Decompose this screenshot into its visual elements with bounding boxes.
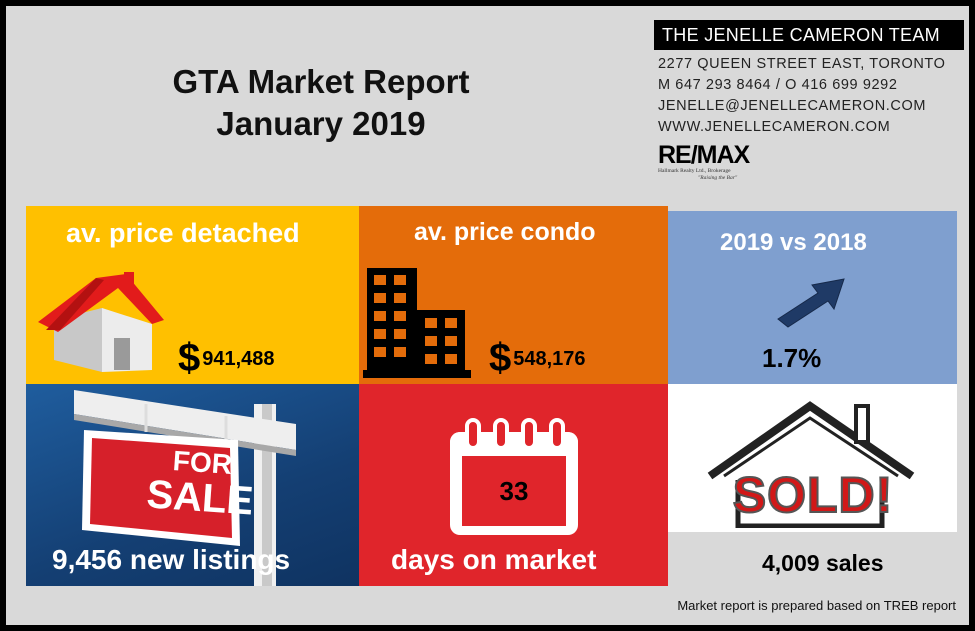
calendar-icon: [450, 418, 578, 535]
sign-text: FOR SALE: [124, 443, 279, 524]
for-sale-sign-icon: [74, 390, 296, 586]
brokerage-name: Hallmark Realty Ltd., Brokerage: [658, 168, 731, 174]
detached-value: 941,488: [202, 348, 275, 370]
contact-website[interactable]: WWW.JENELLECAMERON.COM: [658, 119, 891, 135]
house-icon: [38, 272, 164, 372]
remax-wordmark: RE/MAX: [658, 141, 750, 169]
detached-currency: $: [178, 336, 201, 380]
yoy-label: 2019 vs 2018: [720, 229, 867, 256]
arrow-up-right-icon: [777, 278, 845, 328]
report-frame: GTA Market Report January 2019 THE JENEL…: [6, 6, 969, 625]
team-name: THE JENELLE CAMERON TEAM: [654, 20, 964, 50]
page-title: GTA Market Report January 2019: [126, 61, 516, 145]
title-line-2: January 2019: [216, 105, 426, 142]
contact-address: 2277 QUEEN STREET EAST, TORONTO: [658, 56, 946, 72]
title-line-1: GTA Market Report: [172, 63, 470, 100]
detached-label: av. price detached: [66, 218, 300, 248]
tile-year-over-year: 2019 vs 2018 1.7%: [668, 211, 957, 384]
dom-value: 33: [499, 476, 529, 506]
brokerage-tagline: "Raising the Bar": [698, 175, 738, 181]
sales-label: 4,009 sales: [762, 550, 884, 576]
tile-detached-price: av. price detached $941,488: [26, 206, 359, 384]
building-icon: [363, 268, 471, 378]
tile-new-listings: FOR SALE 9,456 new listings: [26, 384, 359, 586]
condo-price: $548,176: [489, 336, 586, 381]
sign-line-2: SALE: [145, 472, 255, 524]
listings-label: 9,456 new listings: [52, 544, 291, 575]
sold-house-icon: [707, 401, 915, 528]
contact-phones: M 647 293 8464 / O 416 699 9292: [658, 77, 898, 93]
condo-value: 548,176: [513, 348, 586, 370]
footer-note: Market report is prepared based on TREB …: [677, 598, 956, 613]
condo-currency: $: [489, 336, 512, 380]
yoy-value: 1.7%: [762, 343, 822, 373]
contact-email[interactable]: JENELLE@JENELLECAMERON.COM: [658, 98, 927, 114]
tile-days-on-market: 33 days on market: [359, 384, 668, 586]
detached-price: $941,488: [178, 336, 275, 381]
dom-label: days on market: [391, 544, 597, 575]
sold-sign-text: SOLD!: [732, 466, 894, 524]
condo-label: av. price condo: [414, 218, 596, 246]
remax-logo: RE/MAX Hallmark Realty Ltd., Brokerage "…: [658, 142, 788, 190]
contact-block: 2277 QUEEN STREET EAST, TORONTO M 647 29…: [658, 54, 968, 138]
tile-sales: SOLD! 4,009 sales: [668, 384, 957, 586]
tile-condo-price: av. price condo $548,176: [359, 206, 668, 384]
